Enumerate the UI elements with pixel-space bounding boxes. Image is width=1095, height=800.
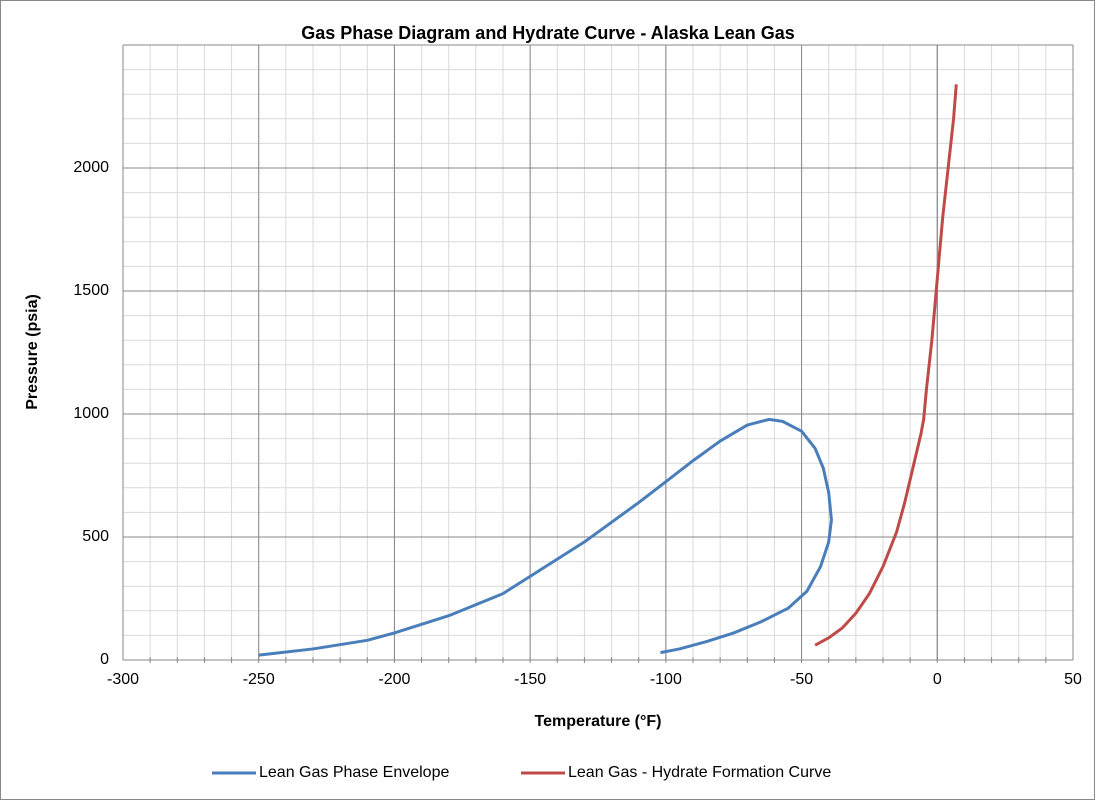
x-tick-label: -50: [790, 671, 813, 688]
y-tick-label: 1000: [73, 405, 109, 422]
series-line: [814, 84, 958, 647]
y-axis-label: Pressure (psia): [24, 294, 41, 410]
y-tick-label: 0: [100, 651, 109, 668]
x-tick-label: -200: [378, 671, 410, 688]
x-tick-label: -250: [243, 671, 275, 688]
legend-label: Lean Gas Phase Envelope: [259, 764, 449, 781]
x-tick-label: -150: [514, 671, 546, 688]
x-tick-label: 0: [933, 671, 942, 688]
legend-label: Lean Gas - Hydrate Formation Curve: [568, 764, 831, 781]
x-tick-label: -300: [107, 671, 139, 688]
x-tick-label: 50: [1064, 671, 1082, 688]
y-tick-label: 500: [82, 528, 109, 545]
x-axis-label: Temperature (°F): [534, 713, 661, 730]
chart-title: Gas Phase Diagram and Hydrate Curve - Al…: [301, 23, 795, 43]
series-line: [258, 417, 833, 657]
y-tick-label: 2000: [73, 159, 109, 176]
y-tick-label: 1500: [73, 282, 109, 299]
x-tick-label: -100: [650, 671, 682, 688]
